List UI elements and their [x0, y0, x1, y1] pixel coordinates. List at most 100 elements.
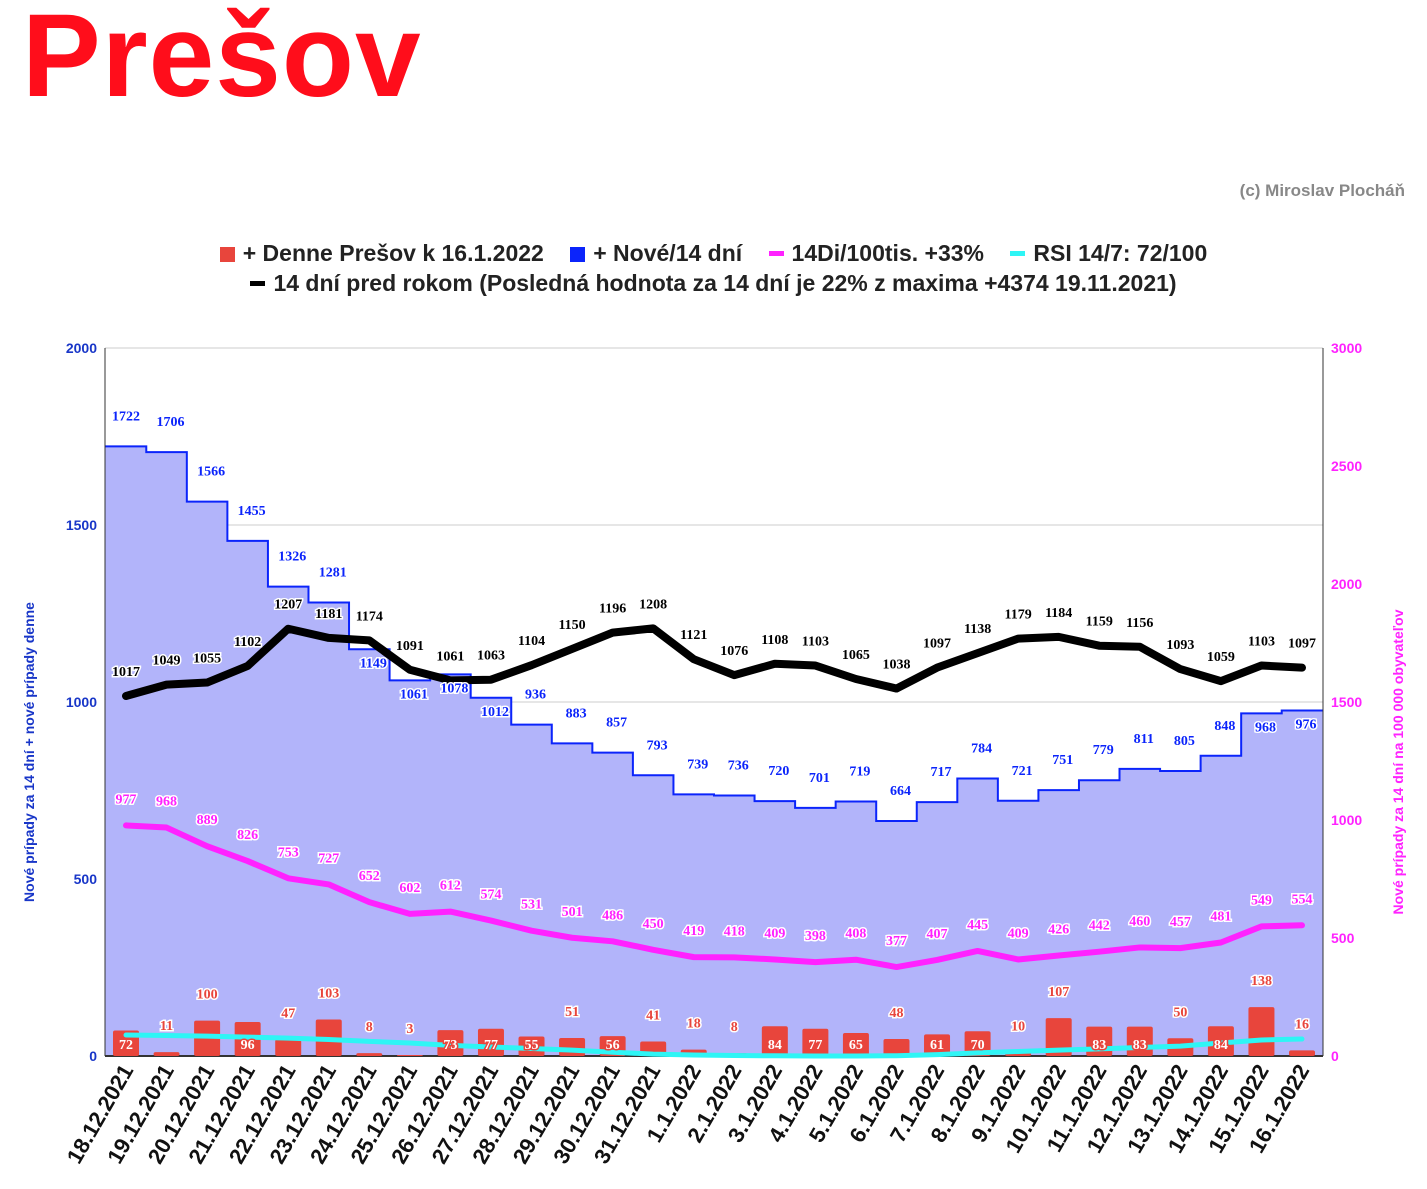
label-last-year: 1103	[1248, 635, 1275, 650]
y2-tick-label: 3000	[1331, 340, 1362, 356]
label-per100k: 602	[399, 881, 420, 896]
y-tick-label: 1000	[66, 694, 97, 710]
series-14d-area	[105, 446, 1323, 1056]
label-per100k: 418	[724, 924, 745, 939]
y2-tick-label: 2500	[1331, 458, 1362, 474]
label-14d: 811	[1134, 732, 1154, 747]
label-per100k: 826	[237, 828, 258, 843]
y-tick-label: 0	[89, 1048, 97, 1064]
label-daily: 61	[930, 1038, 944, 1053]
y-axis-title: Nové prípady za 14 dní + nové prípady de…	[21, 602, 37, 902]
label-daily: 70	[971, 1038, 985, 1053]
bar-daily	[396, 1054, 423, 1056]
label-last-year: 1184	[1045, 606, 1072, 621]
bar-daily	[1289, 1050, 1315, 1056]
bar-daily	[356, 1053, 383, 1056]
y2-tick-label: 1500	[1331, 694, 1362, 710]
label-daily: 47	[281, 1006, 295, 1021]
label-per100k: 408	[845, 927, 866, 942]
label-last-year: 1059	[1207, 650, 1235, 665]
label-per100k: 481	[1210, 909, 1231, 924]
label-daily: 8	[366, 1020, 373, 1035]
label-daily: 107	[1048, 985, 1069, 1000]
label-14d: 805	[1174, 734, 1195, 749]
label-14d: 1012	[481, 705, 509, 720]
label-last-year: 1061	[436, 649, 464, 664]
label-daily: 77	[484, 1038, 498, 1053]
label-last-year: 1181	[315, 607, 342, 622]
y2-tick-label: 1000	[1331, 812, 1362, 828]
label-per100k: 457	[1170, 915, 1191, 930]
label-daily: 83	[1092, 1038, 1106, 1053]
legend-label: 14Di/100tis. +33%	[791, 240, 984, 266]
label-last-year: 1049	[153, 654, 181, 669]
label-daily: 10	[1011, 1019, 1025, 1034]
label-14d: 1722	[112, 409, 140, 424]
series-last-year-line	[122, 624, 1306, 700]
y-tick-label: 500	[74, 871, 98, 887]
label-daily: 11	[160, 1019, 173, 1034]
label-per100k: 554	[1292, 892, 1313, 907]
label-last-year: 1076	[720, 644, 748, 659]
label-per100k: 501	[562, 905, 583, 920]
label-daily: 73	[443, 1038, 457, 1053]
label-daily: 65	[849, 1038, 863, 1053]
label-14d: 779	[1093, 743, 1114, 758]
label-daily: 41	[646, 1008, 660, 1023]
label-14d: 664	[890, 784, 911, 799]
label-per100k: 549	[1251, 893, 1272, 908]
label-per100k: 419	[683, 924, 704, 939]
label-per100k: 977	[116, 792, 137, 807]
legend-swatch	[250, 281, 266, 286]
legend-label: + Denne Prešov k 16.1.2022	[242, 240, 544, 266]
label-per100k: 652	[359, 869, 380, 884]
label-last-year: 1196	[599, 602, 626, 617]
label-14d: 751	[1052, 753, 1073, 768]
bar-daily	[802, 1028, 829, 1056]
label-14d: 717	[931, 765, 952, 780]
label-daily: 83	[1133, 1038, 1147, 1053]
label-14d: 720	[768, 764, 789, 779]
label-daily: 48	[889, 1006, 903, 1021]
label-14d: 883	[566, 706, 587, 721]
label-last-year: 1207	[274, 598, 302, 613]
label-daily: 72	[119, 1038, 133, 1053]
label-daily: 100	[197, 988, 218, 1003]
label-daily: 84	[1214, 1038, 1228, 1053]
label-per100k: 409	[764, 926, 785, 941]
bar-daily	[1248, 1007, 1275, 1056]
label-14d: 719	[849, 764, 870, 779]
label-14d: 739	[687, 757, 708, 772]
label-14d: 1281	[319, 566, 347, 581]
legend-daily: + Denne Prešov k 16.1.2022	[219, 240, 544, 266]
legend-label: RSI 14/7: 72/100	[1033, 240, 1208, 266]
label-14d: 1149	[360, 656, 387, 671]
label-last-year: 1179	[1005, 608, 1032, 623]
label-per100k: 727	[318, 851, 339, 866]
bar-daily	[1045, 1018, 1072, 1056]
label-per100k: 531	[521, 898, 542, 913]
label-per100k: 574	[480, 888, 501, 903]
label-14d: 736	[728, 758, 749, 773]
series-14d-line	[105, 445, 1323, 822]
label-last-year: 1150	[558, 618, 585, 633]
label-last-year: 1138	[964, 622, 991, 637]
label-daily: 77	[808, 1038, 822, 1053]
label-14d: 848	[1214, 719, 1235, 734]
legend-label: 14 dní pred rokom (Posledná hodnota za 1…	[273, 270, 1177, 296]
label-last-year: 1097	[923, 637, 951, 652]
legend-per100k: 14Di/100tis. +33%	[768, 240, 984, 266]
label-14d: 1706	[157, 415, 185, 430]
label-per100k: 426	[1048, 922, 1069, 937]
label-last-year: 1102	[234, 635, 261, 650]
y-tick-label: 2000	[66, 340, 97, 356]
label-last-year: 1174	[356, 609, 383, 624]
label-14d: 1078	[440, 681, 468, 696]
label-last-year: 1104	[518, 634, 545, 649]
label-14d: 968	[1255, 720, 1276, 735]
label-daily: 18	[687, 1017, 701, 1032]
label-daily: 51	[565, 1005, 579, 1020]
label-14d: 1566	[197, 465, 225, 480]
legend-swatch	[570, 247, 586, 262]
